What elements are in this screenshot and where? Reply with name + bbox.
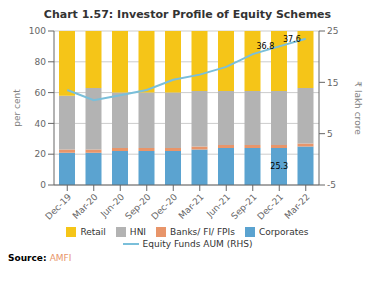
svg-text:36.8: 36.8 [256, 42, 274, 51]
svg-text:80: 80 [35, 57, 47, 67]
svg-text:Sep-20: Sep-20 [123, 192, 153, 222]
svg-text:5: 5 [327, 129, 333, 139]
svg-text:100: 100 [29, 26, 46, 36]
svg-text:Jun-20: Jun-20 [98, 192, 126, 220]
svg-text:Jun-21: Jun-21 [204, 192, 232, 220]
svg-text:Mar-20: Mar-20 [71, 192, 100, 221]
svg-text:Dec-19: Dec-19 [43, 192, 73, 222]
svg-text:Mar-21: Mar-21 [177, 192, 206, 221]
svg-text:Mar-22: Mar-22 [283, 192, 312, 221]
svg-text:0: 0 [40, 180, 46, 190]
svg-text:25.3: 25.3 [270, 162, 288, 171]
html-text:Source: AMFI: Source: AMFI [8, 253, 72, 263]
svg-text:15: 15 [327, 78, 338, 88]
svg-text:20: 20 [35, 149, 47, 159]
html-text:Banks/ FI/ FPIs: Banks/ FI/ FPIs [170, 227, 235, 237]
svg-text:37.6: 37.6 [283, 35, 301, 44]
svg-text:40: 40 [35, 119, 47, 129]
svg-text:60: 60 [35, 88, 47, 98]
html-text:Equity Funds AUM (RHS): Equity Funds AUM (RHS) [142, 239, 253, 249]
svg-text:₹ lakh crore: ₹ lakh crore [353, 81, 363, 135]
html-text:Retail: Retail [80, 227, 106, 237]
html-text:HNI: HNI [129, 227, 146, 237]
svg-text:25: 25 [327, 26, 338, 36]
svg-text:-5: -5 [327, 180, 336, 190]
html-text:Chart 1.57: Investor Profile o: Chart 1.57: Investor Profile of Equity S… [43, 8, 332, 21]
svg-text:Sep-21: Sep-21 [229, 192, 258, 221]
svg-text:Dec-21: Dec-21 [255, 192, 285, 222]
html-text:Corporates: Corporates [258, 227, 309, 237]
svg-text:per cent: per cent [12, 89, 22, 127]
svg-text:Dec-20: Dec-20 [149, 192, 179, 222]
